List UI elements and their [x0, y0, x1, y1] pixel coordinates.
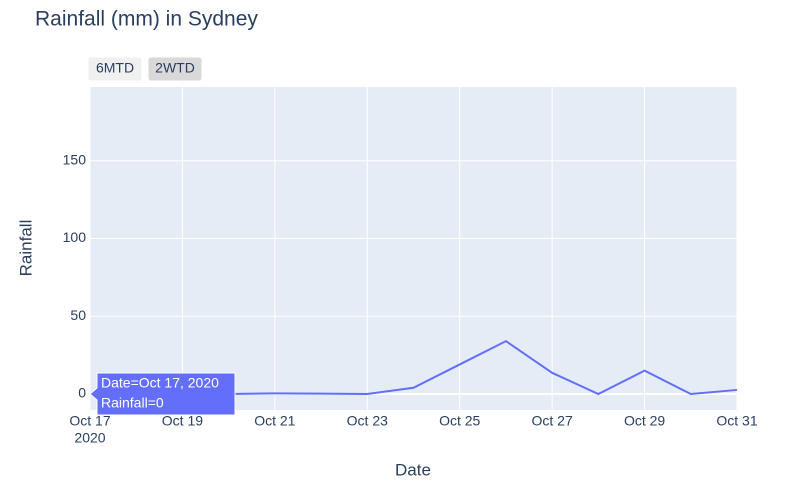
- x-axis-label: Date: [395, 460, 431, 479]
- y-tick-label: 150: [63, 151, 87, 167]
- hover-text: Date=Oct 17, 2020: [101, 375, 219, 391]
- y-axis-label: Rainfall: [16, 220, 35, 277]
- range-button[interactable]: [87, 56, 143, 82]
- x-tick-label: Oct 23: [347, 413, 388, 429]
- x-tick-year: 2020: [74, 430, 105, 446]
- x-tick-label: Oct 19: [162, 413, 203, 429]
- range-button[interactable]: [147, 56, 203, 82]
- plot-background: [90, 87, 737, 410]
- hover-text: Rainfall=0: [101, 395, 164, 411]
- y-tick-label: 0: [78, 385, 86, 401]
- y-tick-label: 50: [70, 307, 86, 323]
- range-button-label[interactable]: 2WTD: [155, 60, 195, 76]
- x-tick-label: Oct 25: [439, 413, 480, 429]
- range-button-label[interactable]: 6MTD: [96, 60, 134, 76]
- x-tick-label: Oct 31: [716, 413, 757, 429]
- chart-title: Rainfall (mm) in Sydney: [35, 8, 258, 31]
- y-tick-label: 100: [63, 229, 87, 245]
- x-tick-label: Oct 17: [69, 413, 110, 429]
- x-tick-label: Oct 21: [254, 413, 295, 429]
- x-tick-label: Oct 29: [624, 413, 665, 429]
- x-tick-label: Oct 27: [532, 413, 573, 429]
- hover-box: [89, 372, 236, 416]
